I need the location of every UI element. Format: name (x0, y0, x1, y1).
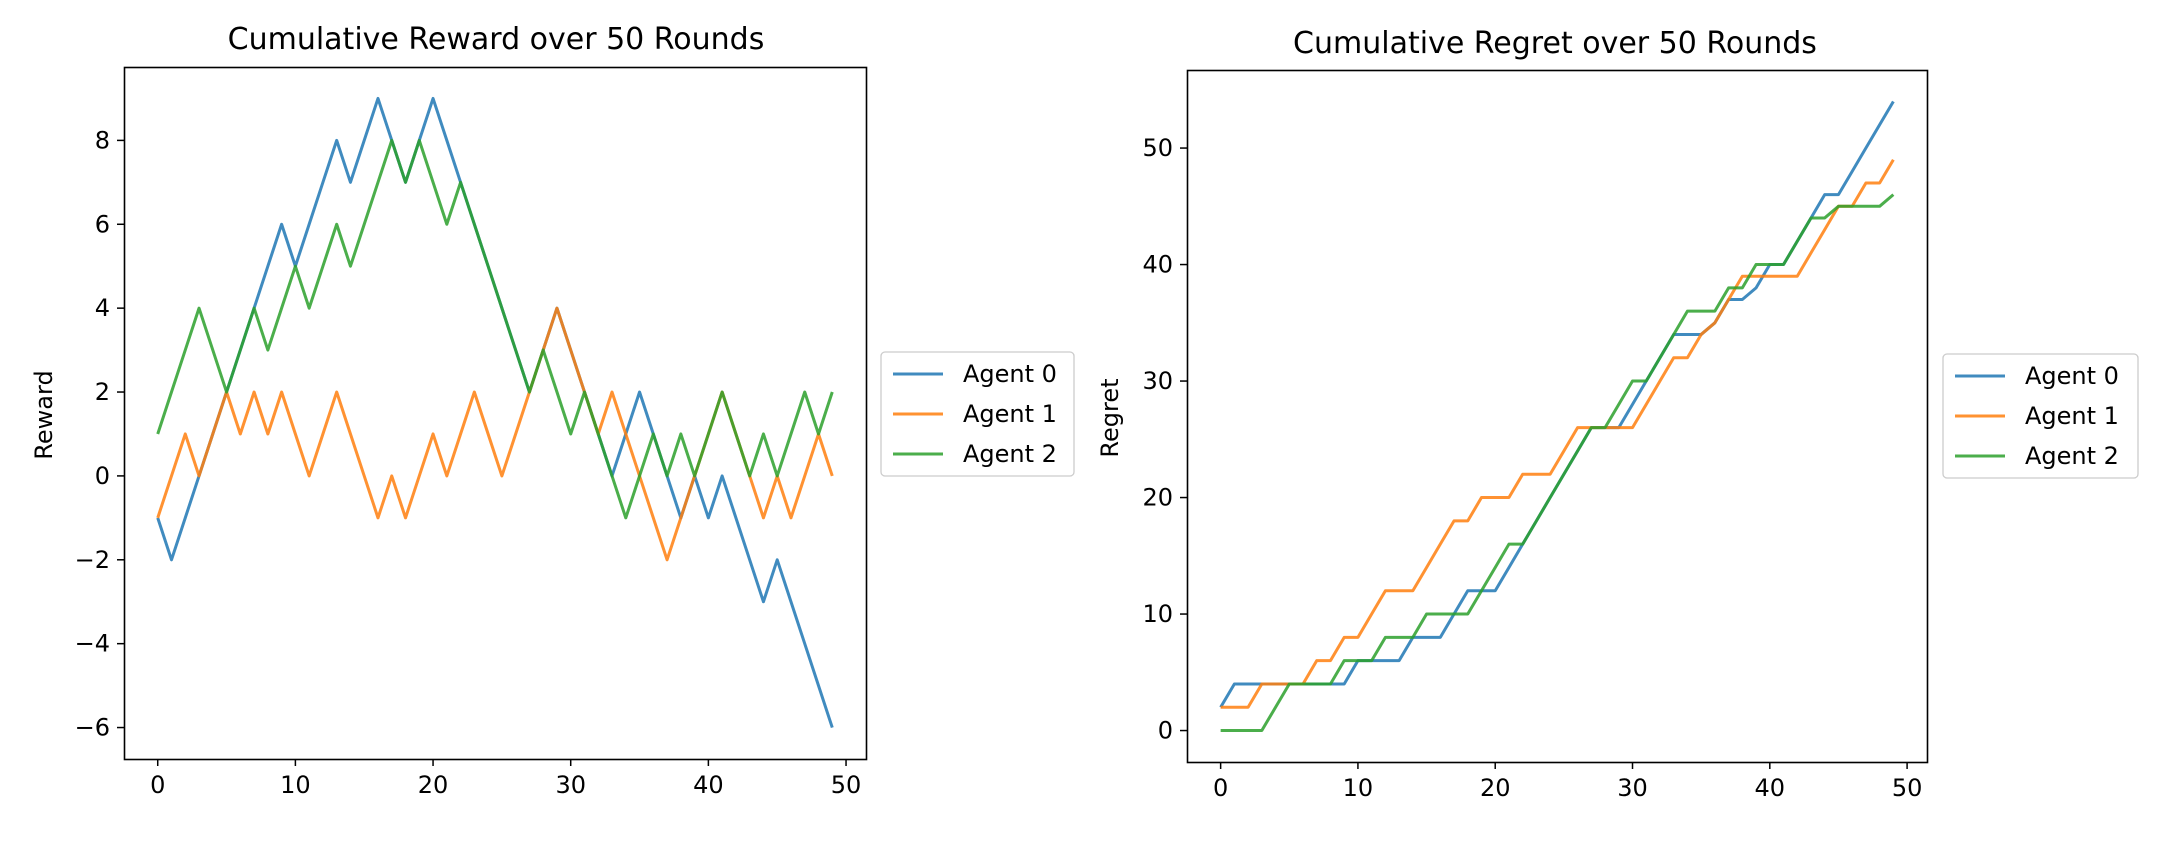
x-tick-label: 20 (418, 771, 449, 799)
x-tick-label: 40 (693, 771, 724, 799)
y-tick-label: −6 (75, 714, 110, 742)
x-tick-label: 50 (1892, 774, 1923, 802)
y-tick-label: 0 (95, 462, 110, 490)
y-tick-label: 2 (95, 378, 110, 406)
series-line-agent-1 (1220, 158, 1895, 709)
y-axis-label: Reward (30, 370, 58, 459)
legend-label-agent-1: Agent 1 (963, 400, 1057, 428)
x-tick-label: 40 (1755, 774, 1786, 802)
x-axis: 0 10 20 30 40 50 (150, 759, 861, 799)
legend-label-agent-0: Agent 0 (2025, 362, 2119, 390)
y-tick-label: 50 (1142, 134, 1173, 162)
x-tick-label: 50 (831, 771, 862, 799)
y-tick-label: 4 (95, 294, 110, 322)
y-tick-label: −2 (75, 546, 110, 574)
y-tick-label: 0 (1158, 717, 1173, 745)
y-axis: −6 −4 −2 0 2 4 6 8 (75, 126, 124, 742)
y-axis: 0 10 20 30 40 50 (1142, 134, 1187, 745)
x-axis: 0 10 20 30 40 50 (1213, 762, 1922, 802)
legend-label-agent-1: Agent 1 (2025, 402, 2119, 430)
y-tick-label: 40 (1142, 251, 1173, 279)
y-axis-label: Regret (1096, 378, 1124, 457)
x-tick-label: 10 (1343, 774, 1374, 802)
x-tick-label: 10 (280, 771, 311, 799)
plot-frame (1186, 69, 1929, 764)
y-tick-label: 10 (1142, 600, 1173, 628)
y-tick-label: 6 (95, 210, 110, 238)
regret-chart: Cumulative Regret over 50 Rounds Regret … (1096, 26, 2139, 802)
reward-chart: Cumulative Reward over 50 Rounds Reward … (30, 22, 1075, 799)
series-layer (156, 96, 834, 729)
legend-label-agent-0: Agent 0 (963, 360, 1057, 388)
y-tick-label: 30 (1142, 367, 1173, 395)
legend-frame (1942, 353, 2139, 479)
legend: Agent 0 Agent 1 Agent 2 (1942, 353, 2139, 479)
x-tick-label: 0 (1213, 774, 1228, 802)
x-tick-label: 20 (1480, 774, 1511, 802)
legend: Agent 0 Agent 1 Agent 2 (880, 351, 1075, 477)
y-tick-label: 8 (95, 126, 110, 154)
plot-frame (123, 66, 868, 761)
x-tick-label: 30 (1617, 774, 1648, 802)
legend-frame (880, 351, 1075, 477)
legend-label-agent-2: Agent 2 (2025, 442, 2119, 470)
chart-title: Cumulative Regret over 50 Rounds (1293, 26, 1817, 61)
series-line-agent-2 (156, 138, 834, 520)
x-tick-label: 0 (150, 771, 165, 799)
chart-title: Cumulative Reward over 50 Rounds (228, 22, 765, 57)
series-line-agent-2 (1220, 193, 1895, 733)
series-layer (1219, 100, 1895, 733)
x-tick-label: 30 (555, 771, 586, 799)
y-tick-label: 20 (1142, 484, 1173, 512)
legend-label-agent-2: Agent 2 (963, 440, 1057, 468)
y-tick-label: −4 (75, 630, 110, 658)
